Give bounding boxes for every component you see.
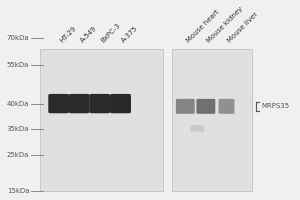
Bar (40, 49, 163, 191)
Text: 25kDa: 25kDa (7, 152, 29, 158)
Text: A-549: A-549 (79, 26, 98, 44)
Text: 35kDa: 35kDa (7, 126, 29, 132)
Text: 40kDa: 40kDa (7, 101, 29, 107)
Text: A-375: A-375 (121, 25, 139, 44)
Bar (172, 49, 251, 191)
Text: Mouse kidney: Mouse kidney (206, 6, 244, 44)
Text: 55kDa: 55kDa (7, 62, 29, 68)
Text: Mouse heart: Mouse heart (185, 9, 220, 44)
Text: MRPS35: MRPS35 (262, 103, 290, 109)
FancyBboxPatch shape (89, 94, 110, 113)
FancyBboxPatch shape (176, 99, 195, 114)
FancyBboxPatch shape (196, 99, 215, 114)
FancyBboxPatch shape (110, 94, 131, 113)
Text: 70kDa: 70kDa (7, 35, 29, 41)
FancyBboxPatch shape (190, 125, 204, 132)
FancyBboxPatch shape (218, 99, 234, 114)
Text: HT-29: HT-29 (59, 26, 77, 44)
Text: BxPC-3: BxPC-3 (100, 22, 122, 44)
Text: Mouse liver: Mouse liver (226, 12, 259, 44)
FancyBboxPatch shape (69, 94, 90, 113)
Text: 15kDa: 15kDa (7, 188, 29, 194)
FancyBboxPatch shape (48, 94, 69, 113)
